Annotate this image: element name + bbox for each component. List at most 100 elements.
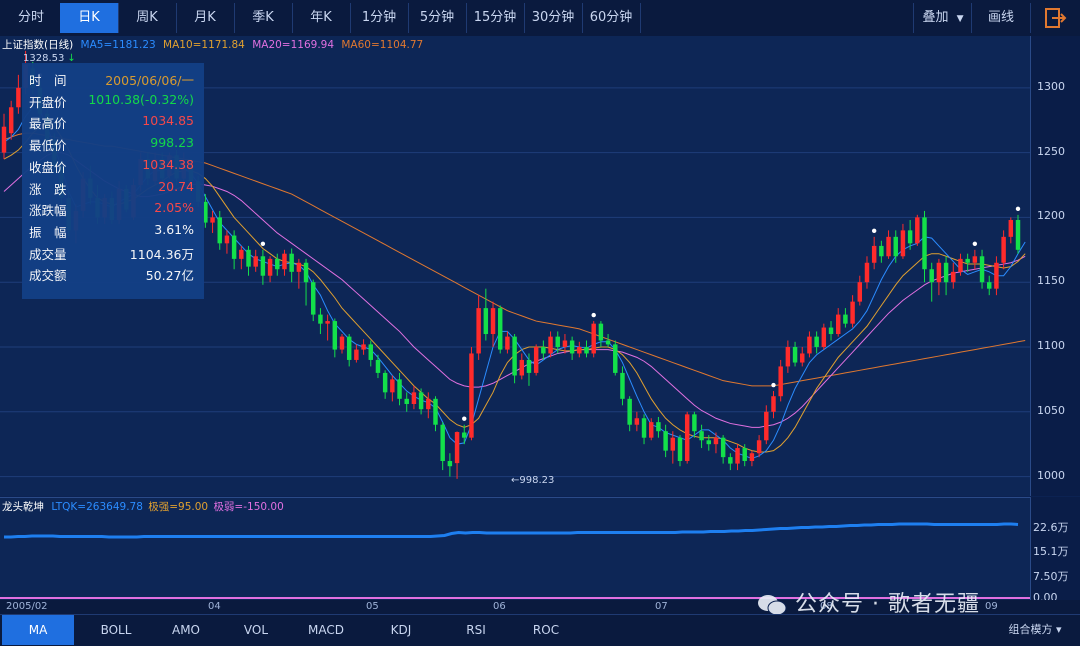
candle[interactable] xyxy=(562,334,568,354)
candle[interactable] xyxy=(390,375,395,402)
candle[interactable] xyxy=(807,331,812,358)
candle[interactable] xyxy=(713,432,719,454)
candle[interactable] xyxy=(800,346,805,367)
candle[interactable] xyxy=(979,249,985,289)
tab-年K[interactable]: 年K xyxy=(292,3,351,33)
candle[interactable] xyxy=(533,344,539,376)
candle[interactable] xyxy=(771,391,776,419)
candle[interactable] xyxy=(929,262,934,302)
candle[interactable] xyxy=(339,334,345,354)
candle[interactable] xyxy=(275,253,280,276)
candle[interactable] xyxy=(857,275,863,306)
candle[interactable] xyxy=(382,370,388,399)
candle[interactable] xyxy=(490,301,496,347)
candle[interactable] xyxy=(670,431,676,464)
candle[interactable] xyxy=(368,340,373,367)
indicator-tab-boll[interactable]: BOLL xyxy=(100,623,132,637)
candle[interactable] xyxy=(649,418,654,441)
candle[interactable] xyxy=(555,331,560,354)
indicator-tab-rsi[interactable]: RSI xyxy=(466,623,486,637)
candle[interactable] xyxy=(1015,214,1021,254)
tab-60分钟[interactable]: 60分钟 xyxy=(582,3,641,33)
indicator-tab-roc[interactable]: ROC xyxy=(532,623,560,637)
candle[interactable] xyxy=(778,359,783,402)
candle[interactable] xyxy=(936,258,942,296)
candle[interactable] xyxy=(879,240,884,263)
candle[interactable] xyxy=(864,256,870,289)
candle[interactable] xyxy=(699,424,704,449)
candle[interactable] xyxy=(720,435,726,464)
candle[interactable] xyxy=(598,321,604,347)
candle[interactable] xyxy=(591,321,596,358)
candle[interactable] xyxy=(217,210,222,250)
candle[interactable] xyxy=(418,388,424,415)
candle[interactable] xyxy=(728,453,733,471)
exit-icon[interactable] xyxy=(1043,7,1067,29)
indicator-tab-amo[interactable]: AMO xyxy=(171,623,200,637)
candle[interactable] xyxy=(764,405,769,445)
candle[interactable] xyxy=(886,230,891,259)
candle[interactable] xyxy=(850,295,855,328)
candle[interactable] xyxy=(361,339,366,355)
candle[interactable] xyxy=(656,416,661,438)
candle[interactable] xyxy=(828,321,834,341)
candle[interactable] xyxy=(318,308,323,335)
candle[interactable] xyxy=(512,334,517,384)
candle[interactable] xyxy=(1001,230,1006,270)
candle[interactable] xyxy=(958,253,963,276)
candle[interactable] xyxy=(605,334,611,347)
indicator-tab-vol[interactable]: VOL xyxy=(243,623,269,637)
candle[interactable] xyxy=(1008,217,1014,244)
candle[interactable] xyxy=(253,249,258,272)
candle[interactable] xyxy=(454,431,460,479)
candle[interactable] xyxy=(397,372,402,406)
candle[interactable] xyxy=(742,444,747,467)
candle[interactable] xyxy=(663,424,668,458)
candle[interactable] xyxy=(462,424,467,445)
candle[interactable] xyxy=(749,450,755,467)
candle[interactable] xyxy=(231,230,237,270)
tab-季K[interactable]: 季K xyxy=(234,3,293,33)
candle[interactable] xyxy=(871,236,877,270)
candle[interactable] xyxy=(224,230,230,254)
candle[interactable] xyxy=(440,422,445,471)
tab-5分钟[interactable]: 5分钟 xyxy=(408,3,467,33)
candle[interactable] xyxy=(569,336,575,360)
candle[interactable] xyxy=(505,331,510,354)
candle[interactable] xyxy=(411,385,417,410)
candle[interactable] xyxy=(404,392,409,412)
candle[interactable] xyxy=(634,411,640,432)
candle[interactable] xyxy=(792,341,798,367)
candle[interactable] xyxy=(375,354,381,379)
candle[interactable] xyxy=(267,256,273,283)
candle[interactable] xyxy=(526,353,532,386)
candle[interactable] xyxy=(483,288,489,341)
candle[interactable] xyxy=(613,340,618,376)
candle[interactable] xyxy=(677,435,683,467)
candle[interactable] xyxy=(692,411,697,438)
candle[interactable] xyxy=(843,308,848,328)
tab-月K[interactable]: 月K xyxy=(176,3,235,33)
candle[interactable] xyxy=(325,314,330,341)
candle[interactable] xyxy=(476,295,481,360)
tab-1分钟[interactable]: 1分钟 xyxy=(350,3,409,33)
candle[interactable] xyxy=(821,323,827,350)
combo-template-dropdown[interactable]: 组合模方 ▾ xyxy=(1000,615,1070,645)
candle[interactable] xyxy=(519,353,525,380)
candle[interactable] xyxy=(994,256,999,296)
candle[interactable] xyxy=(620,366,625,406)
candle[interactable] xyxy=(915,214,920,246)
candle[interactable] xyxy=(627,396,632,432)
candle[interactable] xyxy=(785,340,791,373)
candle[interactable] xyxy=(246,245,251,276)
candle[interactable] xyxy=(972,249,978,270)
candle[interactable] xyxy=(469,346,474,441)
candle[interactable] xyxy=(311,279,316,322)
candle[interactable] xyxy=(922,210,927,283)
candle[interactable] xyxy=(346,334,352,367)
candle[interactable] xyxy=(303,258,309,306)
tab-周K[interactable]: 周K xyxy=(118,3,177,33)
candle[interactable] xyxy=(296,258,302,289)
candle[interactable] xyxy=(893,230,898,263)
candle[interactable] xyxy=(447,453,453,477)
